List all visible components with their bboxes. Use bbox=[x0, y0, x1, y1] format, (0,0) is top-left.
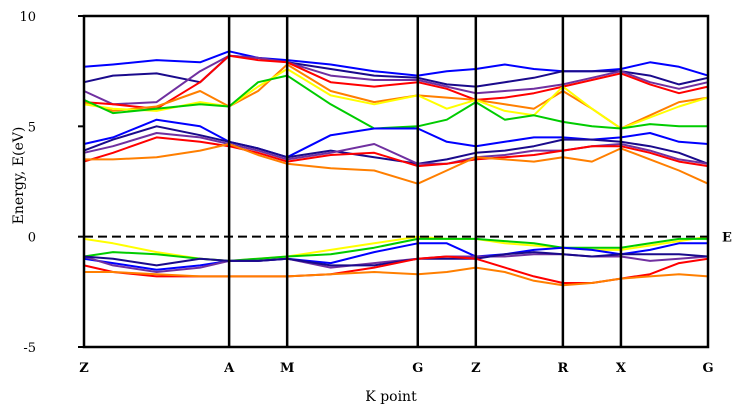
x-tick-label: X bbox=[616, 361, 627, 376]
x-tick-label: Z bbox=[79, 361, 89, 376]
band-line-3 bbox=[83, 54, 709, 106]
x-tick-label: G bbox=[412, 361, 423, 376]
y-tick-label: 5 bbox=[28, 120, 36, 135]
y-tick-label: 0 bbox=[28, 231, 36, 246]
y-axis-label: Energy, E(eV) bbox=[11, 127, 27, 225]
band-line-12 bbox=[84, 143, 709, 185]
band-line-9 bbox=[83, 125, 709, 165]
fermi-level-label: E bbox=[722, 231, 732, 246]
x-tick-label: R bbox=[557, 361, 568, 376]
band-line-15 bbox=[83, 242, 708, 271]
band-line-8 bbox=[83, 118, 709, 159]
x-axis-label: K point bbox=[365, 389, 417, 405]
x-tick-label: Z bbox=[471, 361, 481, 376]
band-line-1 bbox=[83, 50, 709, 77]
y-tick-label: -5 bbox=[23, 341, 36, 356]
band-line-4 bbox=[83, 54, 709, 110]
x-tick-label: M bbox=[280, 361, 294, 376]
band-line-17 bbox=[83, 251, 709, 267]
y-axis-ticks: 10 5 0 -5 bbox=[19, 10, 84, 356]
band-line-11 bbox=[83, 136, 709, 168]
plot-frame bbox=[82, 14, 710, 349]
band-line-19 bbox=[84, 266, 709, 287]
x-tick-label: G bbox=[702, 361, 713, 376]
x-tick-label: A bbox=[223, 361, 235, 376]
band-line-10 bbox=[83, 132, 709, 165]
kpoint-lines bbox=[227, 16, 623, 347]
band-lines bbox=[83, 50, 709, 287]
band-line-7 bbox=[83, 74, 708, 130]
y-tick-label: 10 bbox=[19, 10, 36, 25]
band-line-6 bbox=[83, 68, 709, 130]
